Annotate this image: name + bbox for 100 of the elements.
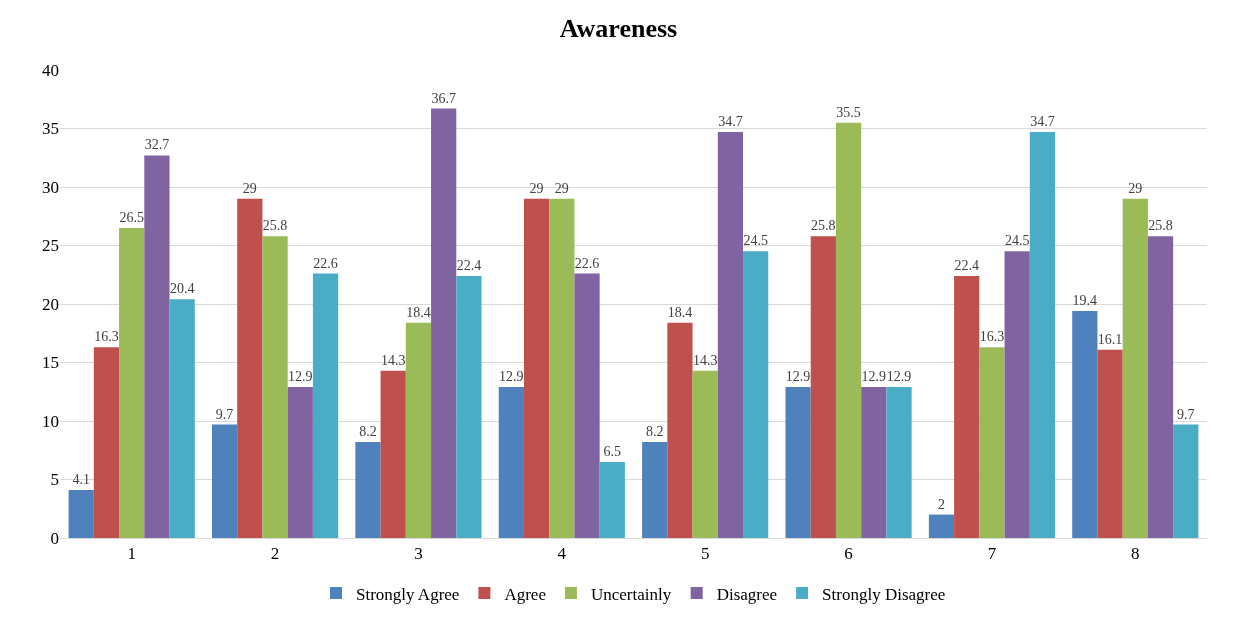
bar: [262, 236, 288, 538]
data-label: 36.7: [431, 90, 456, 106]
x-tick-label: 5: [700, 544, 710, 564]
data-label: 34.7: [718, 114, 743, 130]
data-label: 16.1: [1097, 331, 1123, 347]
x-tick-label: 1: [127, 544, 136, 564]
x-tick-label: 6: [844, 544, 853, 564]
y-tick-label: 40: [42, 60, 59, 80]
data-label: 2: [937, 496, 945, 512]
data-label: 12.9: [886, 369, 912, 385]
data-label: 24.5: [1004, 233, 1030, 249]
bar: [287, 387, 313, 538]
bar: [405, 322, 432, 538]
bar: [1004, 251, 1030, 538]
data-label: 25.8: [811, 218, 836, 234]
data-label: 12.9: [288, 369, 313, 385]
x-tick-label: 3: [414, 544, 423, 564]
data-label: 6.5: [603, 443, 622, 459]
legend-label: Strongly Disagree: [822, 584, 946, 604]
y-tick-label: 5: [50, 470, 59, 490]
bar: [1097, 349, 1123, 538]
legend-label: Agree: [504, 584, 546, 604]
bar: [979, 347, 1005, 538]
data-label: 18.4: [406, 304, 431, 320]
bar: [692, 370, 718, 538]
bar: [68, 490, 94, 538]
data-label: 18.4: [667, 304, 693, 320]
bar: [93, 347, 120, 538]
bar: [355, 442, 381, 538]
bar: [211, 424, 238, 538]
data-label: 22.6: [313, 255, 338, 271]
bar: [1147, 236, 1174, 538]
data-label: 16.3: [94, 329, 119, 345]
data-label: 14.3: [380, 352, 406, 368]
legend-label: Strongly Agree: [356, 584, 460, 604]
bar: [954, 275, 980, 538]
data-label: 32.7: [144, 137, 170, 153]
bar: [549, 198, 575, 538]
y-tick-label: 0: [50, 528, 59, 548]
data-label: 35.5: [836, 104, 861, 120]
data-label: 9.7: [1177, 406, 1195, 422]
data-label: 25.8: [262, 218, 288, 234]
data-label: 9.7: [215, 406, 234, 422]
data-label: 24.5: [743, 233, 768, 249]
y-tick-label: 30: [42, 177, 59, 197]
legend-label: Disagree: [716, 584, 778, 604]
bar: [523, 198, 550, 538]
bar: [169, 299, 195, 538]
bar: [810, 236, 836, 538]
y-tick-label: 20: [42, 294, 59, 314]
bar: [312, 273, 339, 538]
data-label: 22.6: [574, 255, 600, 271]
data-label: 29: [1128, 180, 1143, 196]
y-tick-label: 35: [42, 119, 59, 139]
bar: [599, 461, 625, 538]
y-tick-label: 15: [42, 353, 59, 373]
data-label: 8.2: [359, 424, 377, 440]
data-label: 29: [242, 180, 257, 196]
bar: [380, 370, 406, 538]
data-label: 22.4: [954, 257, 979, 273]
y-tick-label: 10: [42, 411, 59, 431]
data-label: 12.9: [499, 369, 524, 385]
data-label: 4.1: [72, 472, 90, 488]
data-label: 29: [529, 180, 544, 196]
data-label: 34.7: [1030, 114, 1055, 130]
data-label: 14.3: [692, 352, 718, 368]
bar: [144, 155, 170, 538]
x-tick-label: 4: [557, 544, 567, 564]
bar: [743, 251, 769, 538]
bar: [886, 387, 912, 538]
bar: [1029, 132, 1056, 538]
data-label: 29: [554, 180, 569, 196]
data-label: 22.4: [456, 257, 482, 273]
data-label: 16.3: [979, 329, 1005, 345]
legend-label: Uncertainly: [590, 584, 672, 604]
bar: [574, 273, 600, 538]
bar: [785, 387, 811, 538]
bar: [456, 275, 482, 538]
data-label: 20.4: [169, 281, 195, 297]
bar: [835, 122, 862, 538]
bar: [861, 387, 887, 538]
bar: [1173, 424, 1199, 538]
data-label: 12.9: [785, 369, 811, 385]
bar: [1122, 198, 1148, 538]
x-tick-label: 8: [1131, 544, 1140, 564]
data-label: 8.2: [645, 424, 664, 440]
bar: [498, 387, 524, 538]
bar: [642, 442, 668, 538]
bar: [119, 227, 145, 538]
chart-title: Awareness: [559, 14, 678, 44]
x-tick-label: 2: [270, 544, 280, 564]
bar: [237, 198, 263, 538]
x-tick-label: 7: [987, 544, 997, 564]
data-label: 19.4: [1072, 293, 1098, 309]
bar: [667, 322, 693, 538]
bar: [928, 514, 955, 538]
bar: [1072, 311, 1098, 538]
data-label: 12.9: [861, 369, 887, 385]
bar: [431, 108, 457, 538]
data-label: 26.5: [119, 209, 144, 225]
